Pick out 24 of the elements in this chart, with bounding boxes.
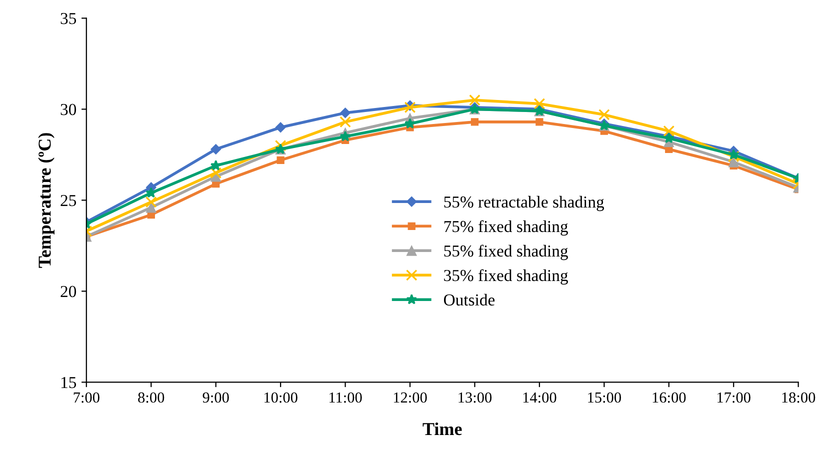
y-tick-label: 15 <box>61 376 76 388</box>
y-tick-label: 25 <box>60 194 76 206</box>
x-tick-label: 9:00 <box>202 392 229 403</box>
legend-label: 55% fixed shading <box>444 244 568 260</box>
x-tick-label: 7:00 <box>74 392 100 403</box>
y-tick-label: 30 <box>60 104 76 116</box>
x-tick-label: 11:00 <box>330 392 362 403</box>
x-tick-label: 8:00 <box>138 392 164 403</box>
y-axis-title: Temperature (ºC) <box>38 133 54 268</box>
legend-label: 55% retractable shading <box>444 196 604 212</box>
x-tick-label: 17:00 <box>718 392 750 403</box>
x-tick-label: 10:00 <box>264 392 298 403</box>
x-axis-title: Time <box>422 422 462 436</box>
x-tick-label: 12:00 <box>394 392 427 403</box>
legend-label: Outside <box>444 294 495 306</box>
y-tick-label: 35 <box>60 12 76 24</box>
x-tick-label: 14:00 <box>523 392 556 403</box>
x-tick-label: 15:00 <box>588 392 621 403</box>
legend-label: 35% fixed shading <box>444 269 568 285</box>
legend-label: 75% fixed shading <box>444 220 568 236</box>
x-tick-label: 18:00 <box>782 392 816 403</box>
x-tick-label: 16:00 <box>652 392 686 403</box>
x-tick-label: 13:00 <box>458 392 492 403</box>
y-tick-label: 20 <box>60 286 76 298</box>
